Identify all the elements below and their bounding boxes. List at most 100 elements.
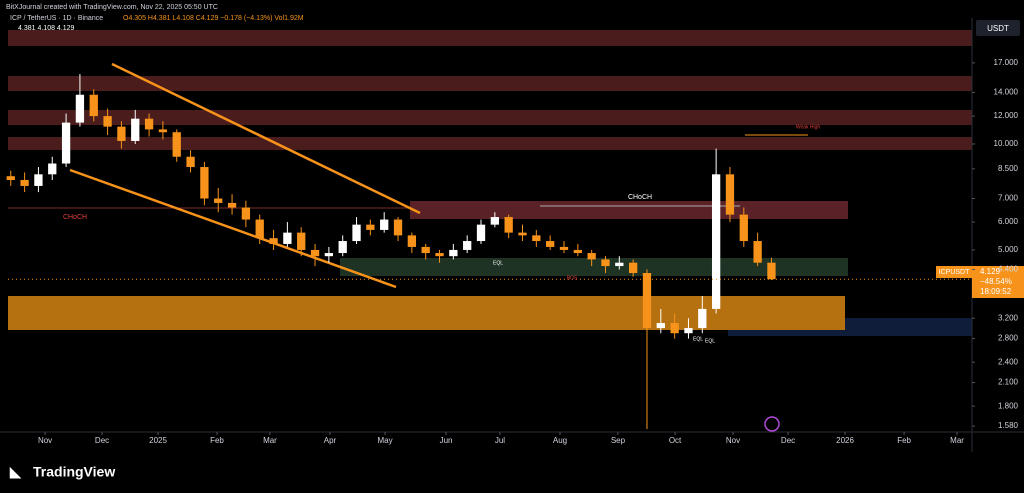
candle-body bbox=[324, 253, 334, 257]
x-tick-label: Mar bbox=[263, 436, 277, 445]
candle-body bbox=[117, 126, 126, 141]
x-tick-label: May bbox=[377, 436, 392, 445]
y-tick-label: 12.000 bbox=[994, 111, 1019, 120]
price-tag-symbol-text: ICPUSDT bbox=[939, 269, 970, 276]
x-tick-label: Jun bbox=[440, 436, 453, 445]
candle-body bbox=[670, 323, 679, 334]
y-tick-label: 2.800 bbox=[998, 334, 1019, 343]
brand: TradingView bbox=[33, 464, 115, 480]
candle-body bbox=[20, 180, 29, 186]
x-tick-label: Dec bbox=[95, 436, 109, 445]
price-tag-price: 4.129 bbox=[980, 267, 1001, 276]
x-tick-label: Sep bbox=[611, 436, 626, 445]
zone bbox=[8, 30, 972, 46]
candle-body bbox=[711, 174, 721, 309]
candle-body bbox=[767, 262, 776, 280]
candle-body bbox=[684, 328, 693, 334]
candle-body bbox=[490, 217, 499, 225]
x-tick-label: Dec bbox=[781, 436, 795, 445]
symbol: ICP / TetherUS · 1D · Binance bbox=[10, 15, 103, 22]
candle-body bbox=[656, 323, 665, 329]
annotation: EQL bbox=[693, 336, 703, 342]
plot bbox=[6, 74, 972, 430]
candle-body bbox=[642, 273, 652, 329]
y-tick-label: 8.500 bbox=[998, 164, 1019, 173]
candle-body bbox=[518, 232, 527, 236]
annotation: EQL bbox=[705, 338, 715, 344]
annotation: EQL bbox=[493, 260, 503, 266]
candle-body bbox=[352, 224, 361, 242]
zone bbox=[8, 76, 972, 91]
candle-body bbox=[753, 241, 762, 263]
candle-body bbox=[559, 246, 569, 250]
price-axis bbox=[972, 18, 1024, 432]
candle-body bbox=[172, 132, 181, 157]
candle-body bbox=[380, 219, 389, 230]
x-tick-label: Mar bbox=[950, 436, 964, 445]
candle-body bbox=[297, 232, 306, 250]
x-tick-label: 2025 bbox=[149, 436, 167, 445]
candle-body bbox=[546, 241, 555, 247]
candle-body bbox=[103, 116, 112, 127]
price-tag-symbol bbox=[936, 266, 972, 278]
zone bbox=[8, 110, 972, 125]
candle-body bbox=[158, 129, 168, 133]
channel-line bbox=[69, 168, 397, 289]
candle-body bbox=[6, 176, 15, 181]
candle-body bbox=[628, 262, 638, 274]
x-tick-label: Apr bbox=[324, 436, 337, 445]
candle-body bbox=[214, 198, 223, 203]
candle-body bbox=[532, 235, 541, 242]
event-icon[interactable] bbox=[764, 416, 780, 432]
zone bbox=[410, 201, 848, 219]
candle-body bbox=[698, 308, 707, 329]
candle-body bbox=[61, 122, 71, 164]
x-tick-label: Feb bbox=[210, 436, 224, 445]
candle-body bbox=[48, 163, 57, 175]
y-tick-label: 4.400 bbox=[998, 265, 1019, 274]
x-tick-label: Nov bbox=[38, 436, 52, 445]
candle-body bbox=[725, 174, 735, 215]
candle-body bbox=[615, 262, 624, 267]
candle-body bbox=[393, 219, 403, 236]
zone bbox=[340, 258, 848, 276]
candle-body bbox=[463, 241, 472, 250]
price-tag-countdown: 18:09:52 bbox=[980, 287, 1012, 296]
y-tick-label: 17.000 bbox=[994, 58, 1019, 67]
indicator: 4.381 4.108 4.129 bbox=[18, 25, 75, 32]
x-tick-label: Aug bbox=[553, 436, 567, 445]
x-tick-label: Oct bbox=[669, 436, 682, 445]
y-tick-label: 10.000 bbox=[994, 139, 1019, 148]
zones bbox=[8, 30, 972, 336]
candle-body bbox=[504, 217, 513, 233]
candle-body bbox=[587, 253, 596, 260]
x-tick-label: Jul bbox=[495, 436, 505, 445]
annotation: CHoCH bbox=[63, 214, 87, 221]
candle-body bbox=[186, 156, 195, 168]
price-tag bbox=[972, 266, 1024, 298]
candle-body bbox=[75, 94, 85, 123]
y-tick-label: 2.100 bbox=[998, 378, 1019, 387]
candle-body bbox=[338, 241, 347, 254]
candle-body bbox=[269, 238, 278, 244]
candle-body bbox=[435, 253, 444, 257]
x-tick-label: 2026 bbox=[836, 436, 854, 445]
candle-body bbox=[227, 202, 237, 208]
candle-body bbox=[310, 249, 320, 257]
y-tick-label: 1.580 bbox=[998, 421, 1019, 430]
x-tick-label: Feb bbox=[897, 436, 911, 445]
brand-logo: ◣ bbox=[9, 464, 22, 480]
candle-body bbox=[200, 167, 209, 199]
zone bbox=[8, 137, 972, 150]
price-tag-change: −48.54% bbox=[980, 277, 1012, 286]
currency-box bbox=[976, 20, 1020, 36]
candle-body bbox=[283, 232, 292, 244]
y-tick-label: 3.200 bbox=[998, 313, 1019, 322]
currency: USDT bbox=[987, 24, 1009, 33]
y-tick-label: 7.000 bbox=[998, 194, 1019, 203]
annotation: Weak High bbox=[796, 124, 821, 130]
annotation: BOS bbox=[567, 275, 578, 281]
annotation: CHoCH bbox=[628, 194, 652, 201]
